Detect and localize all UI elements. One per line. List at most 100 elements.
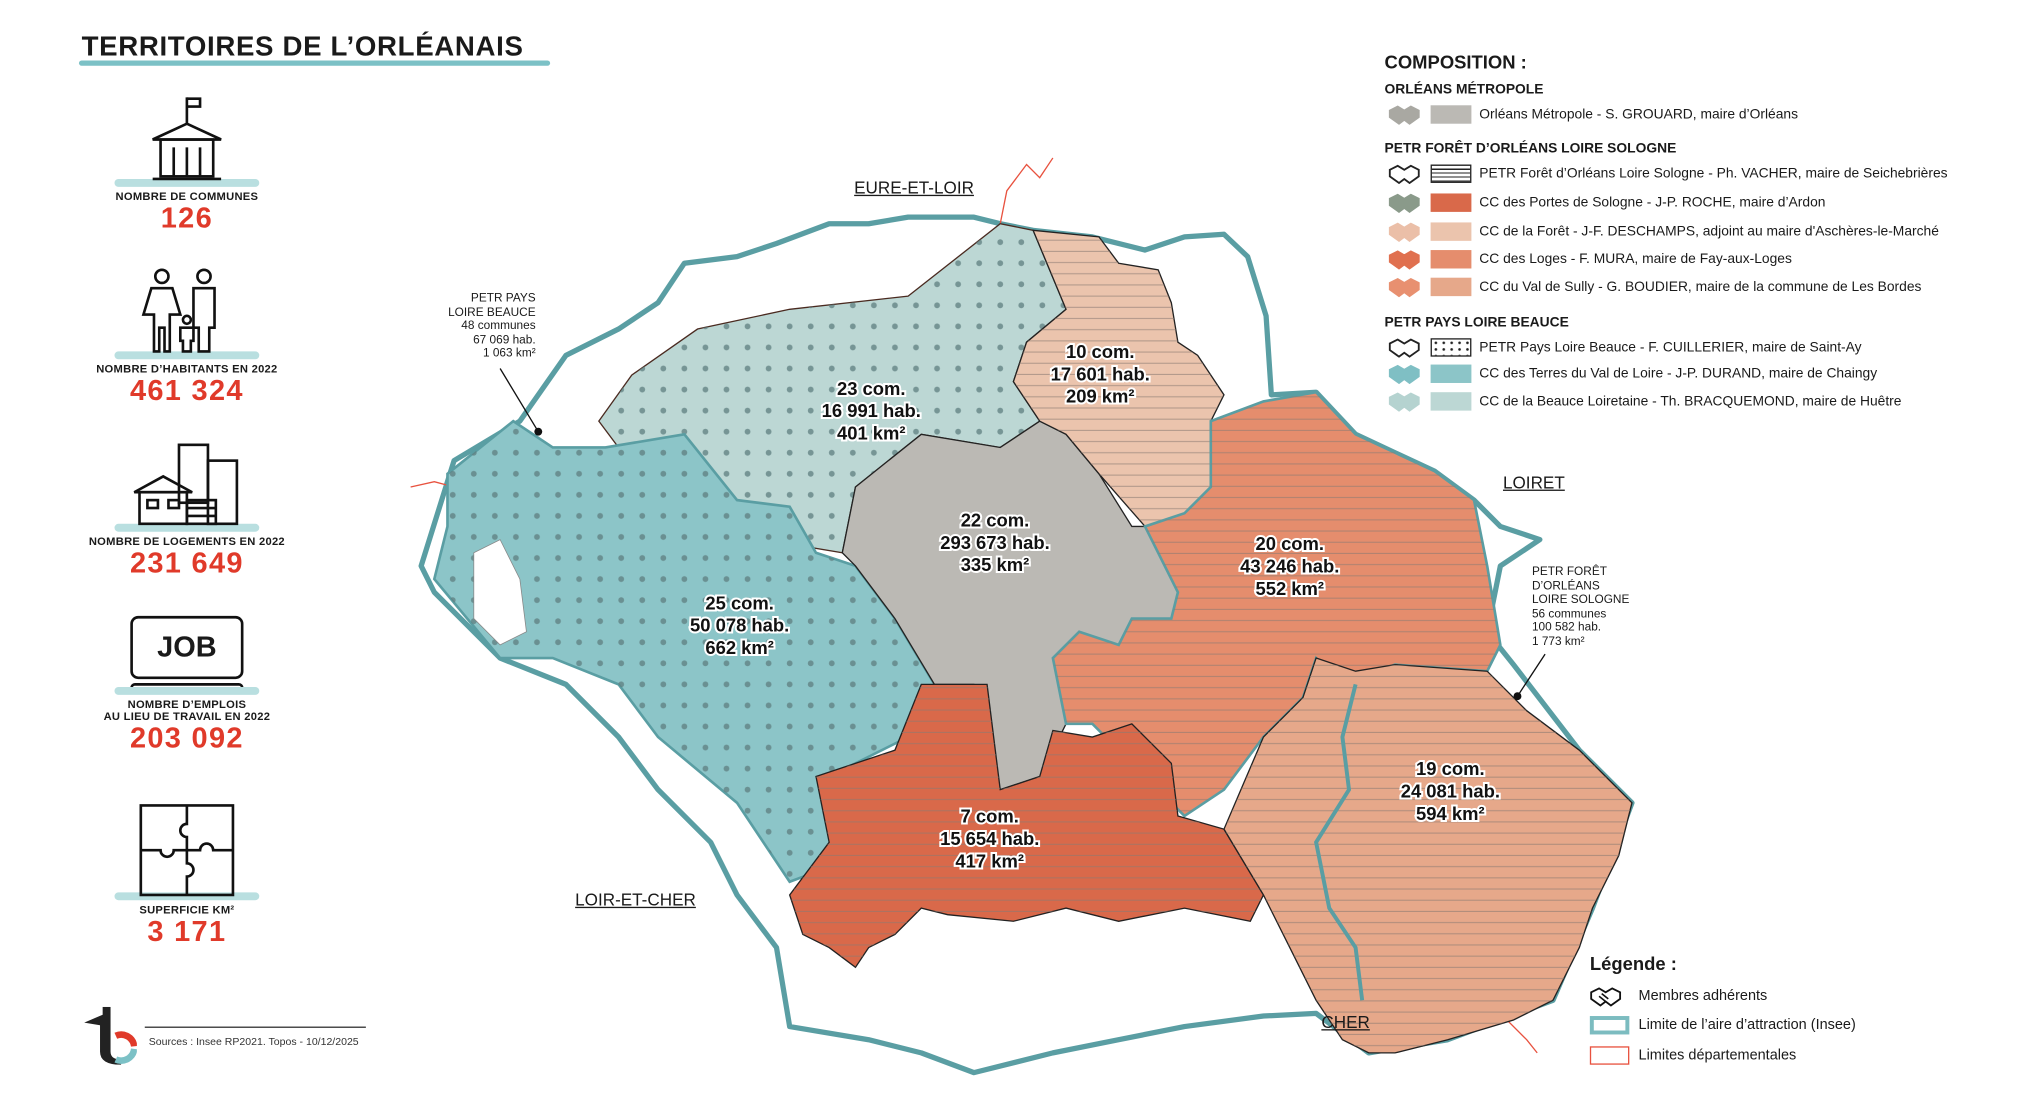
callout-line: 1 063 km²	[482, 346, 536, 360]
composition-label: PETR Forêt d’Orléans Loire Sologne - Ph.…	[1479, 165, 1948, 182]
region-label-cc-foret: 10 com. 17 601 hab. 209 km²	[1049, 339, 1152, 409]
region-label-terres-val-de-loire: 25 com. 50 078 hab. 662 km²	[688, 590, 791, 660]
puzzle-icon	[139, 804, 235, 897]
dept-label-loiret: LOIRET	[1502, 472, 1565, 493]
region-area: 552 km²	[1255, 578, 1324, 599]
composition-item: CC des Loges - F. MURA, maire de Fay-aux…	[1388, 249, 1792, 270]
callout-line: 67 069 hab.	[473, 332, 536, 346]
legend-title: Légende :	[1589, 952, 1677, 974]
composition-label: CC des Terres du Val de Loire - J-P. DUR…	[1479, 365, 1878, 382]
region-label-portes-de-sologne: 7 com. 15 654 hab. 417 km²	[938, 804, 1041, 874]
composition-swatch	[1430, 250, 1472, 269]
stat-value: 461 324	[129, 373, 244, 407]
region-label-cc-loges: 20 com. 43 246 hab. 552 km²	[1238, 531, 1341, 601]
region-label-beauce-loiretaine: 23 com. 16 991 hab. 401 km²	[820, 376, 923, 446]
composition-label: PETR Pays Loire Beauce - F. CUILLERIER, …	[1479, 339, 1862, 356]
region-area: 209 km²	[1066, 386, 1135, 407]
dept-label-cher: CHER	[1321, 1012, 1370, 1032]
region-label-val-de-sully: 19 com. 24 081 hab. 594 km²	[1399, 756, 1502, 826]
composition-item: PETR Forêt d’Orléans Loire Sologne - Ph.…	[1388, 163, 1948, 185]
composition-label: Orléans Métropole - S. GROUARD, maire d’…	[1479, 106, 1798, 123]
dept-label-loir-et-cher: LOIR-ET-CHER	[575, 889, 696, 910]
region-population: 24 081 hab.	[1401, 781, 1500, 802]
callout-line: LOIRE BEAUCE	[448, 304, 536, 318]
stat-value: 3 171	[147, 914, 227, 948]
callout-petr-foret-orleans: PETR FORÊT D’ORLÉANS LOIRE SOLOGNE 56 co…	[1532, 565, 1629, 648]
composition-swatch	[1430, 277, 1472, 297]
job-icon-text: JOB	[157, 630, 217, 664]
handshake-icon	[1388, 338, 1420, 358]
region-communes: 22 com.	[961, 509, 1030, 530]
dept-label-eure-et-loir: EURE-ET-LOIR	[854, 177, 974, 198]
callout-petr-pays-loire-beauce: PETR PAYS LOIRE BEAUCE 48 communes 67 06…	[448, 291, 536, 360]
composition-swatch	[1430, 338, 1472, 357]
topos-logo	[84, 1006, 137, 1065]
composition-item: CC des Portes de Sologne - J-P. ROCHE, m…	[1388, 192, 1825, 214]
callout-line: 56 communes	[1531, 606, 1607, 620]
composition-swatch	[1430, 105, 1472, 124]
handshake-icon	[1388, 193, 1420, 214]
callout-line: 100 582 hab.	[1531, 619, 1602, 634]
stat-communes: NOMBRE DE COMMUNES 126	[68, 95, 305, 235]
dept-border-east	[1499, 1012, 1538, 1054]
handshake-icon	[1388, 222, 1420, 242]
composition-title: COMPOSITION :	[1384, 51, 1527, 73]
region-communes: 25 com.	[705, 592, 774, 613]
stat-label: SUPERFICIE KM²	[139, 902, 235, 917]
region-population: 293 673 hab.	[940, 532, 1050, 553]
composition-label: CC du Val de Sully - G. BOUDIER, maire d…	[1479, 279, 1922, 295]
callout-line: PETR FORÊT	[1531, 564, 1607, 578]
stat-label: NOMBRE D’EMPLOIS	[127, 697, 247, 711]
job-computer-icon: JOB	[130, 615, 244, 680]
footer-divider	[144, 1026, 366, 1028]
composition-item: CC de la Beauce Loiretaine - Th. BRACQUE…	[1388, 391, 1901, 412]
composition-item: PETR Pays Loire Beauce - F. CUILLERIER, …	[1388, 337, 1862, 358]
composition-item: Orléans Métropole - S. GROUARD, maire d’…	[1388, 104, 1798, 125]
legend-item-departments: Limites départementales	[1589, 1046, 1796, 1065]
region-population: 43 246 hab.	[1240, 556, 1339, 577]
composition-group-heading: PETR FORÊT D’ORLÉANS LOIRE SOLOGNE	[1384, 140, 1677, 157]
callout-dot-foret	[1513, 692, 1522, 701]
composition-item: CC de la Forêt - J-F. DESCHAMPS, adjoint…	[1388, 221, 1939, 242]
callout-line-foret	[1516, 653, 1546, 697]
composition-label: CC de la Beauce Loiretaine - Th. BRACQUE…	[1479, 393, 1902, 410]
handshake-icon	[1388, 250, 1420, 270]
stat-value: 231 649	[129, 546, 244, 580]
legend-label: Membres adhérents	[1638, 988, 1768, 1005]
region-communes: 7 com.	[961, 806, 1019, 827]
stat-logements: NOMBRE DE LOGEMENTS EN 2022 231 649	[68, 440, 305, 580]
composition-swatch	[1430, 222, 1472, 241]
stat-label: NOMBRE DE COMMUNES	[115, 189, 259, 203]
page-title: TERRITOIRES DE L’ORLÉANAIS	[81, 31, 524, 62]
composition-label: CC des Loges - F. MURA, maire de Fay-aux…	[1479, 251, 1792, 268]
region-communes: 10 com.	[1066, 341, 1135, 362]
stat-label: NOMBRE D’HABITANTS EN 2022	[96, 361, 278, 376]
region-area: 417 km²	[955, 850, 1024, 871]
region-area: 335 km²	[961, 554, 1030, 575]
region-label-orleans-metropole: 22 com. 293 673 hab. 335 km²	[938, 507, 1051, 577]
handshake-icon	[1388, 164, 1420, 185]
composition-swatch	[1430, 364, 1472, 383]
dept-limit-swatch	[1589, 1046, 1630, 1065]
region-population: 17 601 hab.	[1051, 363, 1150, 384]
callout-line: D’ORLÉANS	[1531, 578, 1600, 592]
handshake-icon	[1388, 392, 1420, 412]
region-communes: 20 com.	[1255, 533, 1324, 554]
white-enclave	[473, 539, 527, 646]
composition-swatch	[1430, 193, 1472, 212]
callout-dot-beauce	[534, 427, 543, 436]
composition-label: CC de la Forêt - J-F. DESCHAMPS, adjoint…	[1479, 223, 1939, 240]
stat-superficie: SUPERFICIE KM² 3 171	[68, 803, 305, 948]
composition-swatch	[1430, 164, 1472, 183]
legend-label: Limite de l’aire d’attraction (Insee)	[1638, 1017, 1856, 1034]
handshake-icon	[1388, 105, 1420, 125]
stat-label-2: AU LIEU DE TRAVAIL EN 2022	[103, 709, 271, 723]
housing-icon	[133, 443, 239, 526]
callout-line: PETR PAYS	[470, 290, 536, 305]
composition-item: CC du Val de Sully - G. BOUDIER, maire d…	[1388, 276, 1922, 298]
stat-emplois: JOB NOMBRE D’EMPLOIS AU LIEU DE TRAVAIL …	[68, 615, 305, 754]
stat-label: NOMBRE DE LOGEMENTS EN 2022	[88, 534, 285, 548]
callout-line-beauce	[499, 368, 539, 433]
